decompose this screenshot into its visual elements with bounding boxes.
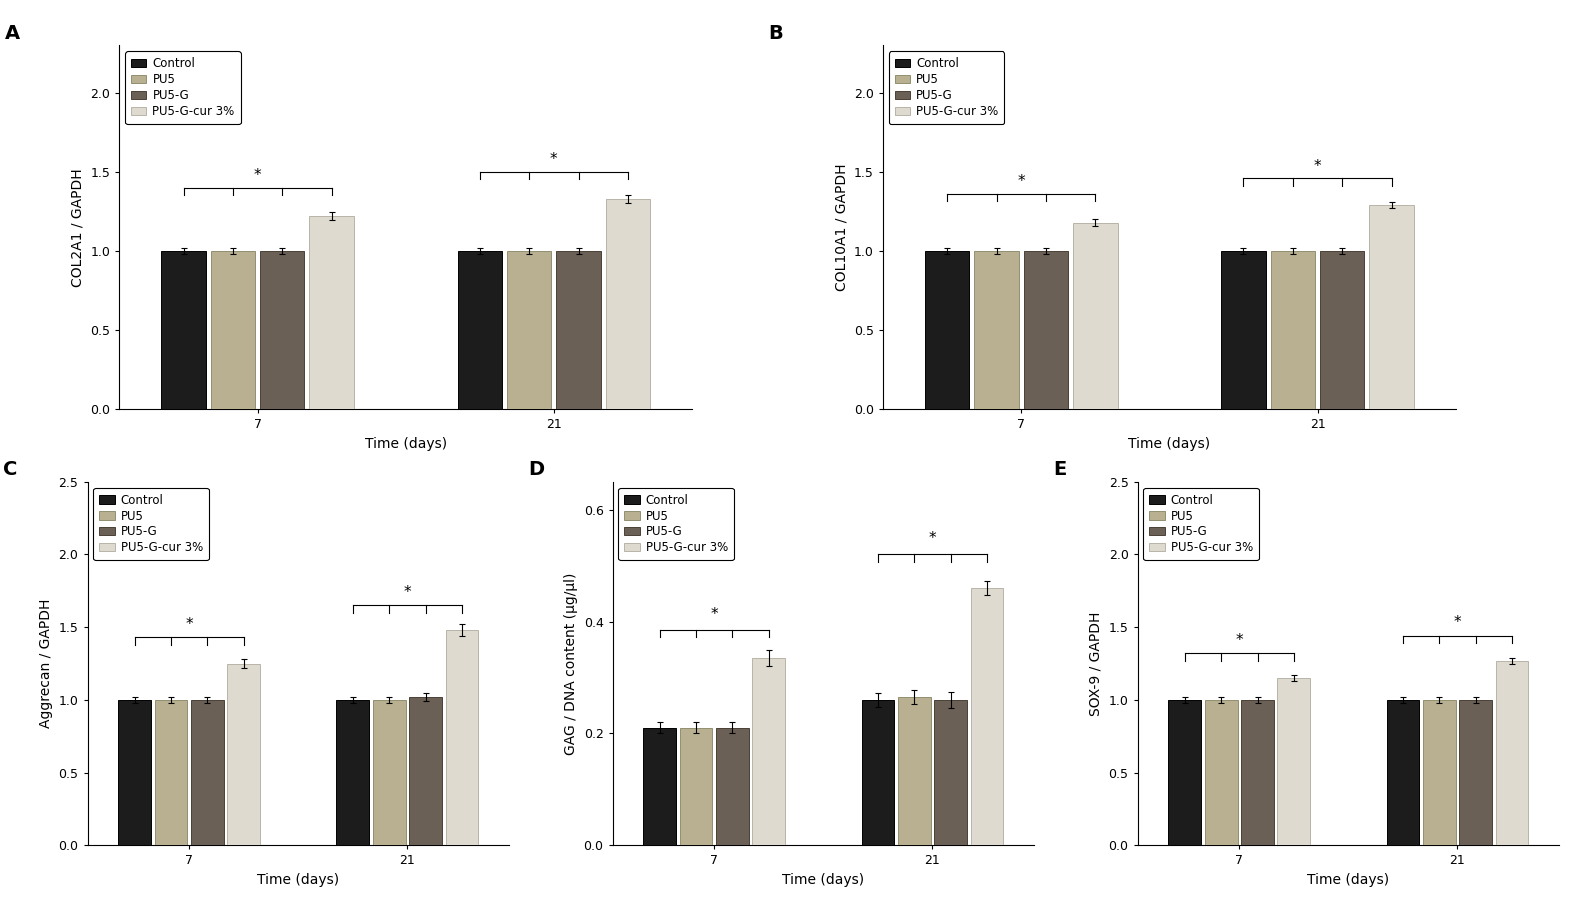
Bar — [974, 251, 1018, 409]
Bar — [336, 700, 369, 845]
Bar — [606, 199, 651, 409]
Bar — [191, 700, 224, 845]
Bar — [154, 700, 188, 845]
Bar — [309, 216, 353, 409]
Y-axis label: Aggrecan / GAPDH: Aggrecan / GAPDH — [38, 599, 53, 728]
Bar — [1370, 205, 1414, 409]
Bar — [861, 700, 894, 845]
Text: C: C — [3, 460, 18, 479]
Text: *: * — [255, 168, 261, 183]
Y-axis label: COL10A1 / GAPDH: COL10A1 / GAPDH — [834, 164, 848, 291]
Bar — [557, 251, 601, 409]
X-axis label: Time (days): Time (days) — [364, 436, 447, 451]
X-axis label: Time (days): Time (days) — [783, 873, 864, 887]
Bar — [1023, 251, 1068, 409]
Bar — [458, 251, 503, 409]
Bar — [753, 658, 786, 845]
Bar — [445, 630, 479, 845]
Bar — [1222, 251, 1266, 409]
Bar — [716, 728, 749, 845]
Bar — [1496, 661, 1529, 845]
Bar — [118, 700, 151, 845]
Text: *: * — [1454, 615, 1461, 630]
Text: *: * — [404, 584, 410, 600]
Legend: Control, PU5, PU5-G, PU5-G-cur 3%: Control, PU5, PU5-G, PU5-G-cur 3% — [889, 51, 1004, 124]
X-axis label: Time (days): Time (days) — [258, 873, 339, 887]
Legend: Control, PU5, PU5-G, PU5-G-cur 3%: Control, PU5, PU5-G, PU5-G-cur 3% — [126, 51, 240, 124]
Bar — [1271, 251, 1316, 409]
Bar — [259, 251, 304, 409]
Bar — [508, 251, 552, 409]
Bar — [679, 728, 713, 845]
Bar — [1204, 700, 1238, 845]
Bar — [643, 728, 676, 845]
Bar — [1386, 700, 1419, 845]
Legend: Control, PU5, PU5-G, PU5-G-cur 3%: Control, PU5, PU5-G, PU5-G-cur 3% — [94, 487, 208, 560]
Text: B: B — [768, 24, 783, 43]
Bar — [1072, 223, 1117, 409]
Text: *: * — [711, 606, 718, 622]
Y-axis label: SOX-9 / GAPDH: SOX-9 / GAPDH — [1088, 612, 1103, 715]
Text: *: * — [929, 531, 936, 546]
Bar — [897, 697, 931, 845]
Text: *: * — [1236, 633, 1243, 647]
Bar — [1168, 700, 1201, 845]
X-axis label: Time (days): Time (days) — [1308, 873, 1389, 887]
Y-axis label: COL2A1 / GAPDH: COL2A1 / GAPDH — [70, 168, 84, 286]
Bar — [1422, 700, 1456, 845]
Y-axis label: GAG / DNA content (μg/μl): GAG / DNA content (μg/μl) — [563, 573, 578, 754]
Bar — [971, 588, 1004, 845]
Text: E: E — [1053, 460, 1066, 479]
Text: A: A — [5, 24, 21, 43]
X-axis label: Time (days): Time (days) — [1128, 436, 1211, 451]
Bar — [1241, 700, 1274, 845]
Bar — [1321, 251, 1365, 409]
Bar — [924, 251, 969, 409]
Bar — [409, 697, 442, 845]
Text: *: * — [550, 152, 557, 167]
Bar — [210, 251, 255, 409]
Text: *: * — [1018, 175, 1025, 189]
Bar — [372, 700, 406, 845]
Bar — [228, 664, 261, 845]
Bar — [934, 700, 967, 845]
Bar — [161, 251, 205, 409]
Legend: Control, PU5, PU5-G, PU5-G-cur 3%: Control, PU5, PU5-G, PU5-G-cur 3% — [1144, 487, 1258, 560]
Legend: Control, PU5, PU5-G, PU5-G-cur 3%: Control, PU5, PU5-G, PU5-G-cur 3% — [619, 487, 733, 560]
Text: *: * — [1314, 158, 1321, 174]
Bar — [1278, 678, 1311, 845]
Bar — [1459, 700, 1492, 845]
Text: D: D — [528, 460, 544, 479]
Text: *: * — [186, 616, 193, 632]
